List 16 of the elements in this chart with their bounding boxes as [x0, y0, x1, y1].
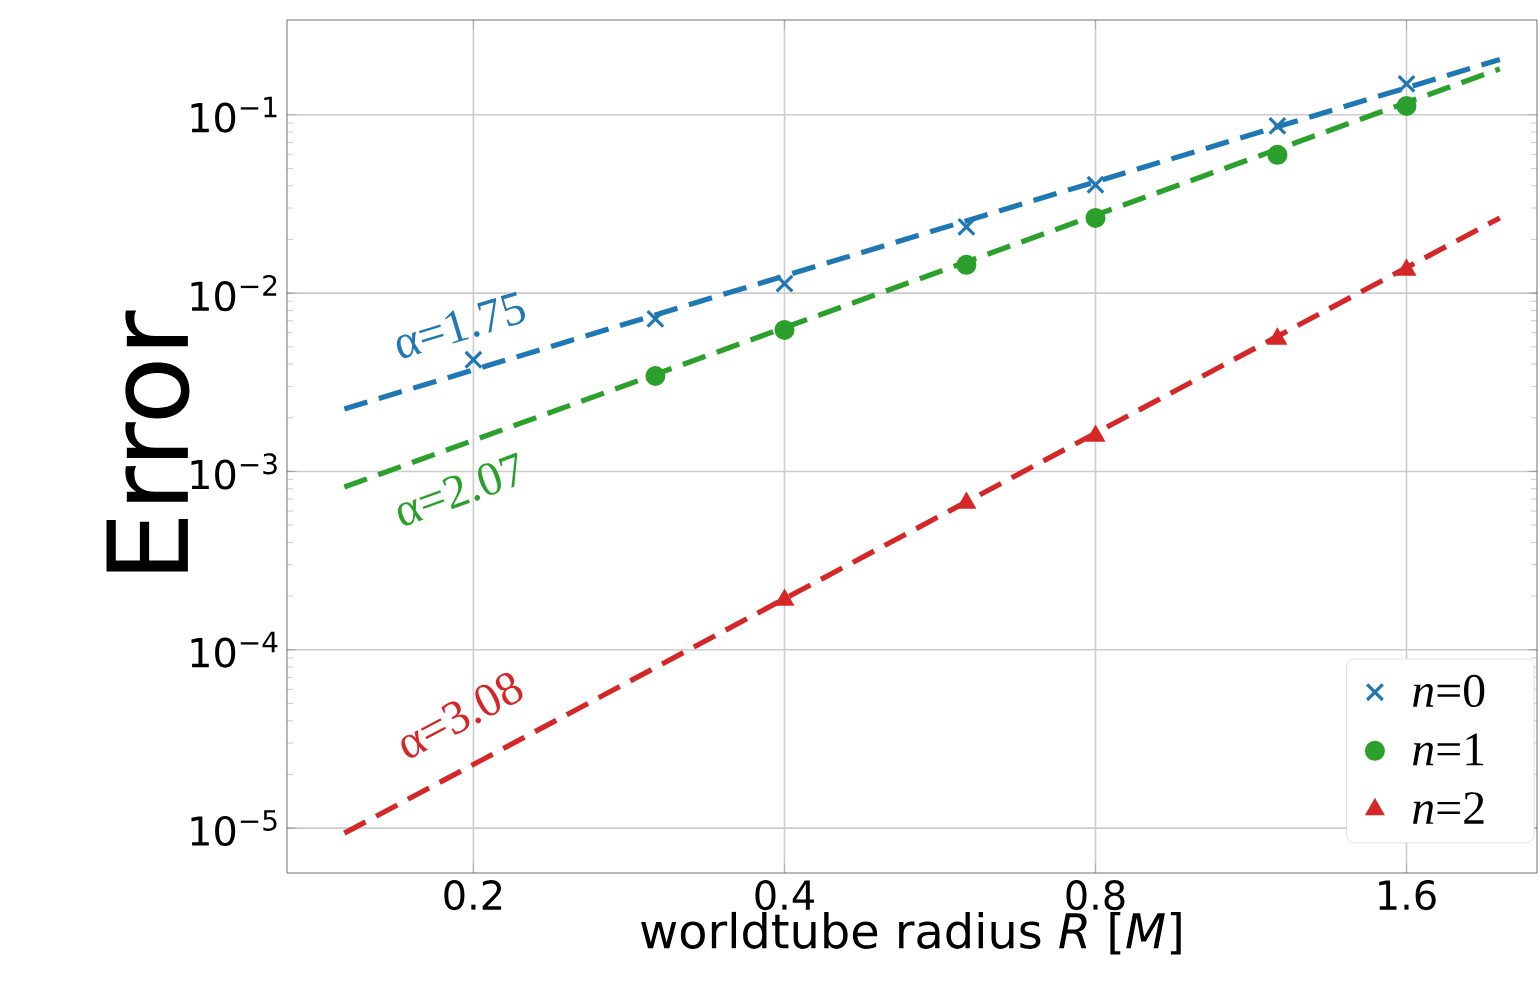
x-axis-title: worldtube radius R [M] [641, 911, 1181, 955]
x-tick-label: 0.4 [755, 880, 814, 911]
legend-label: n=0 [1413, 674, 1485, 708]
x-tick-label: 0.2 [444, 880, 502, 911]
y-tick-label: 10$^{−1}$ [191, 96, 277, 133]
annotation: α=2.07 [397, 452, 518, 526]
legend-label: n=2 [1413, 792, 1484, 824]
y-tick-label: 10$^{−5}$ [191, 810, 277, 847]
annotation: α=1.75 [396, 291, 525, 358]
y-tick-label: 10$^{−4}$ [191, 631, 278, 668]
x-tick-label: 0.8 [1066, 880, 1125, 911]
x-tick-label: 1.6 [1379, 880, 1436, 911]
y-tick-label: 10$^{−2}$ [191, 274, 277, 312]
y-tick-label: 10$^{−3}$ [191, 453, 277, 490]
y-axis-title: Error [106, 310, 190, 572]
legend-label: n=1 [1413, 733, 1484, 766]
